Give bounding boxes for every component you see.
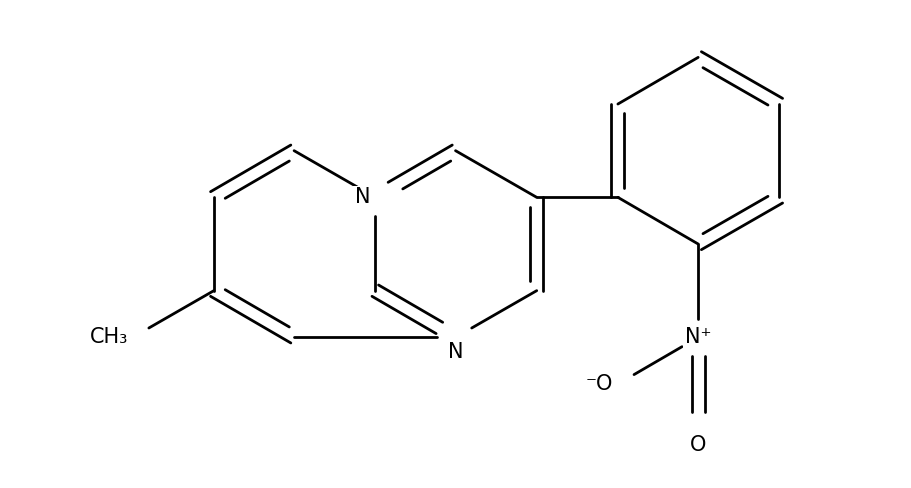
Text: N: N [354,187,370,207]
Text: N: N [447,342,463,362]
Text: N⁺: N⁺ [684,327,711,347]
Text: O: O [690,435,705,455]
Text: CH₃: CH₃ [89,327,128,347]
Text: ⁻O: ⁻O [585,374,612,394]
